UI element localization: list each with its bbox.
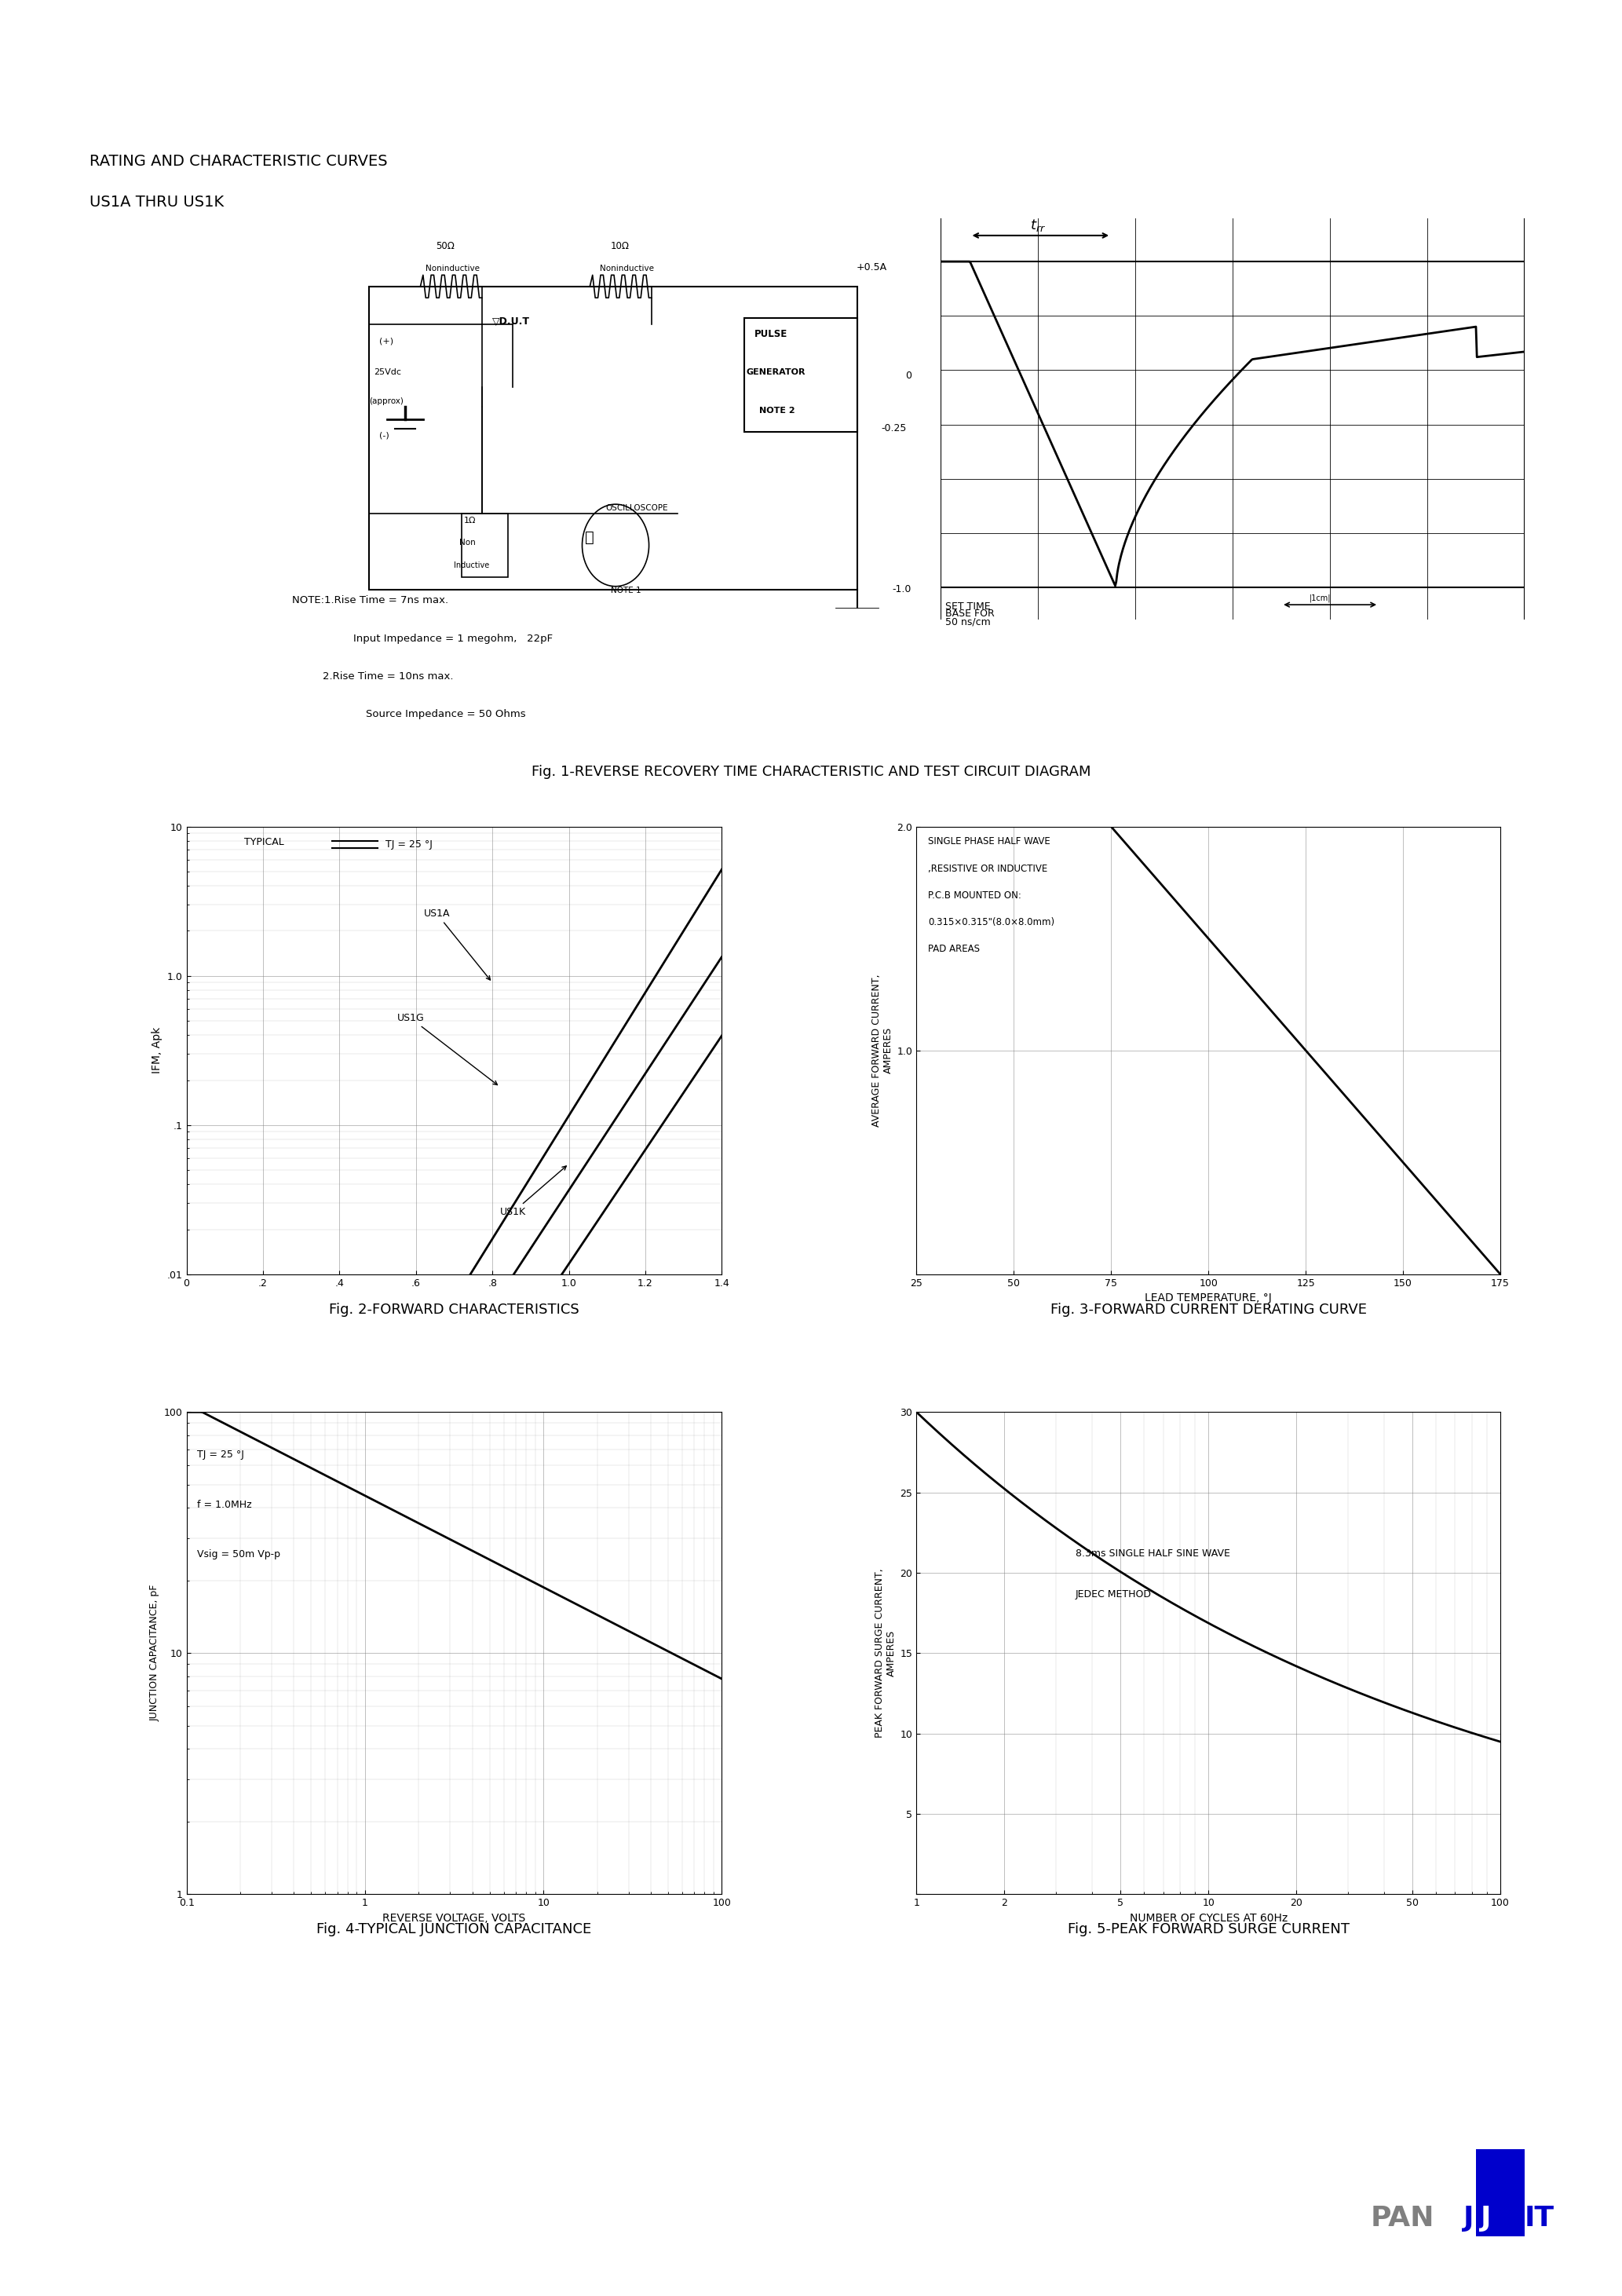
Text: Fig. 5-PEAK FORWARD SURGE CURRENT: Fig. 5-PEAK FORWARD SURGE CURRENT [1067,1922,1350,1936]
Text: Fig. 2-FORWARD CHARACTERISTICS: Fig. 2-FORWARD CHARACTERISTICS [329,1302,579,1316]
Text: 25Vdc: 25Vdc [375,370,402,377]
Text: +0.5A: +0.5A [856,262,887,273]
Text: IT: IT [1525,2204,1554,2232]
Text: NOTE:1.Rise Time = 7ns max.: NOTE:1.Rise Time = 7ns max. [292,595,448,606]
Text: 50Ω: 50Ω [436,241,454,250]
Text: PAD AREAS: PAD AREAS [928,944,980,955]
Y-axis label: IFM, Apk: IFM, Apk [152,1026,162,1075]
Bar [370,324,482,514]
Text: TJ = 25 °J: TJ = 25 °J [386,840,433,850]
Text: OSCILLOSCOPE: OSCILLOSCOPE [605,505,668,512]
Text: JEDEC METHOD: JEDEC METHOD [1075,1589,1152,1600]
Text: Input Impedance = 1 megohm,   22pF: Input Impedance = 1 megohm, 22pF [354,634,553,643]
Text: GENERATOR: GENERATOR [746,370,806,377]
Bar [370,287,856,590]
Text: Fig. 3-FORWARD CURRENT DERATING CURVE: Fig. 3-FORWARD CURRENT DERATING CURVE [1049,1302,1367,1316]
Text: PAN: PAN [1371,2204,1434,2232]
Text: US1A THRU US1K: US1A THRU US1K [89,195,224,209]
Text: Fig. 4-TYPICAL JUNCTION CAPACITANCE: Fig. 4-TYPICAL JUNCTION CAPACITANCE [316,1922,592,1936]
Text: $t_{rr}$: $t_{rr}$ [1030,218,1046,234]
Text: Inductive: Inductive [454,560,490,569]
Text: (approx): (approx) [370,397,404,404]
Text: NOTE 2: NOTE 2 [759,406,795,413]
Text: 1Ω: 1Ω [464,517,477,526]
Text: 50 ns/cm: 50 ns/cm [946,615,991,627]
Text: f = 1.0MHz: f = 1.0MHz [198,1499,251,1511]
Text: J: J [1481,2204,1492,2232]
Y-axis label: PEAK FORWARD SURGE CURRENT,
AMPERES: PEAK FORWARD SURGE CURRENT, AMPERES [874,1568,897,1738]
X-axis label: NUMBER OF CYCLES AT 60Hz: NUMBER OF CYCLES AT 60Hz [1129,1913,1288,1924]
Text: SET TIME: SET TIME [946,602,991,611]
Y-axis label: JUNCTION CAPACITANCE, pF: JUNCTION CAPACITANCE, pF [149,1584,159,1722]
Text: US1G: US1G [397,1013,498,1086]
Text: -1.0: -1.0 [892,583,912,595]
Text: TYPICAL: TYPICAL [243,838,284,847]
Text: 8.3ms SINGLE HALF SINE WAVE: 8.3ms SINGLE HALF SINE WAVE [1075,1550,1229,1559]
Text: Non: Non [459,540,475,546]
Text: P.C.B MOUNTED ON:: P.C.B MOUNTED ON: [928,891,1022,900]
Text: 2.Rise Time = 10ns max.: 2.Rise Time = 10ns max. [323,670,454,682]
Text: ▽D.U.T: ▽D.U.T [493,317,530,326]
Text: RATING AND CHARACTERISTIC CURVES: RATING AND CHARACTERISTIC CURVES [89,154,388,168]
Text: 0: 0 [905,372,912,381]
Text: -0.25: -0.25 [881,422,907,434]
Text: 10Ω: 10Ω [610,241,629,250]
Text: TJ = 25 °J: TJ = 25 °J [198,1449,245,1460]
Text: BASE FOR: BASE FOR [946,608,994,620]
Text: NOTE 1: NOTE 1 [610,585,641,595]
Y-axis label: AVERAGE FORWARD CURRENT,
AMPERES: AVERAGE FORWARD CURRENT, AMPERES [871,974,894,1127]
Text: 0.315×0.315"(8.0×8.0mm): 0.315×0.315"(8.0×8.0mm) [928,916,1054,928]
Text: US1A: US1A [423,909,490,980]
Text: PULSE: PULSE [754,328,787,340]
Text: Noninductive: Noninductive [600,264,654,273]
Bar [462,514,508,576]
Text: Noninductive: Noninductive [425,264,480,273]
Text: Fig. 1-REVERSE RECOVERY TIME CHARACTERISTIC AND TEST CIRCUIT DIAGRAM: Fig. 1-REVERSE RECOVERY TIME CHARACTERIS… [532,765,1090,778]
Text: |1cm|: |1cm| [1309,595,1332,602]
Text: Ⓞ: Ⓞ [584,530,594,544]
Text: (-): (-) [380,432,389,439]
Bar [744,319,856,432]
Text: Source Impedance = 50 Ohms: Source Impedance = 50 Ohms [367,709,526,719]
Text: SINGLE PHASE HALF WAVE: SINGLE PHASE HALF WAVE [928,836,1051,847]
X-axis label: REVERSE VOLTAGE, VOLTS: REVERSE VOLTAGE, VOLTS [383,1913,526,1924]
Text: J: J [1463,2204,1474,2232]
Text: US1K: US1K [500,1166,566,1217]
Text: Vsig = 50m Vp-p: Vsig = 50m Vp-p [198,1550,281,1559]
Text: (+): (+) [380,338,394,344]
X-axis label: LEAD TEMPERATURE, °J: LEAD TEMPERATURE, °J [1145,1293,1272,1304]
Text: ,RESISTIVE OR INDUCTIVE: ,RESISTIVE OR INDUCTIVE [928,863,1048,875]
